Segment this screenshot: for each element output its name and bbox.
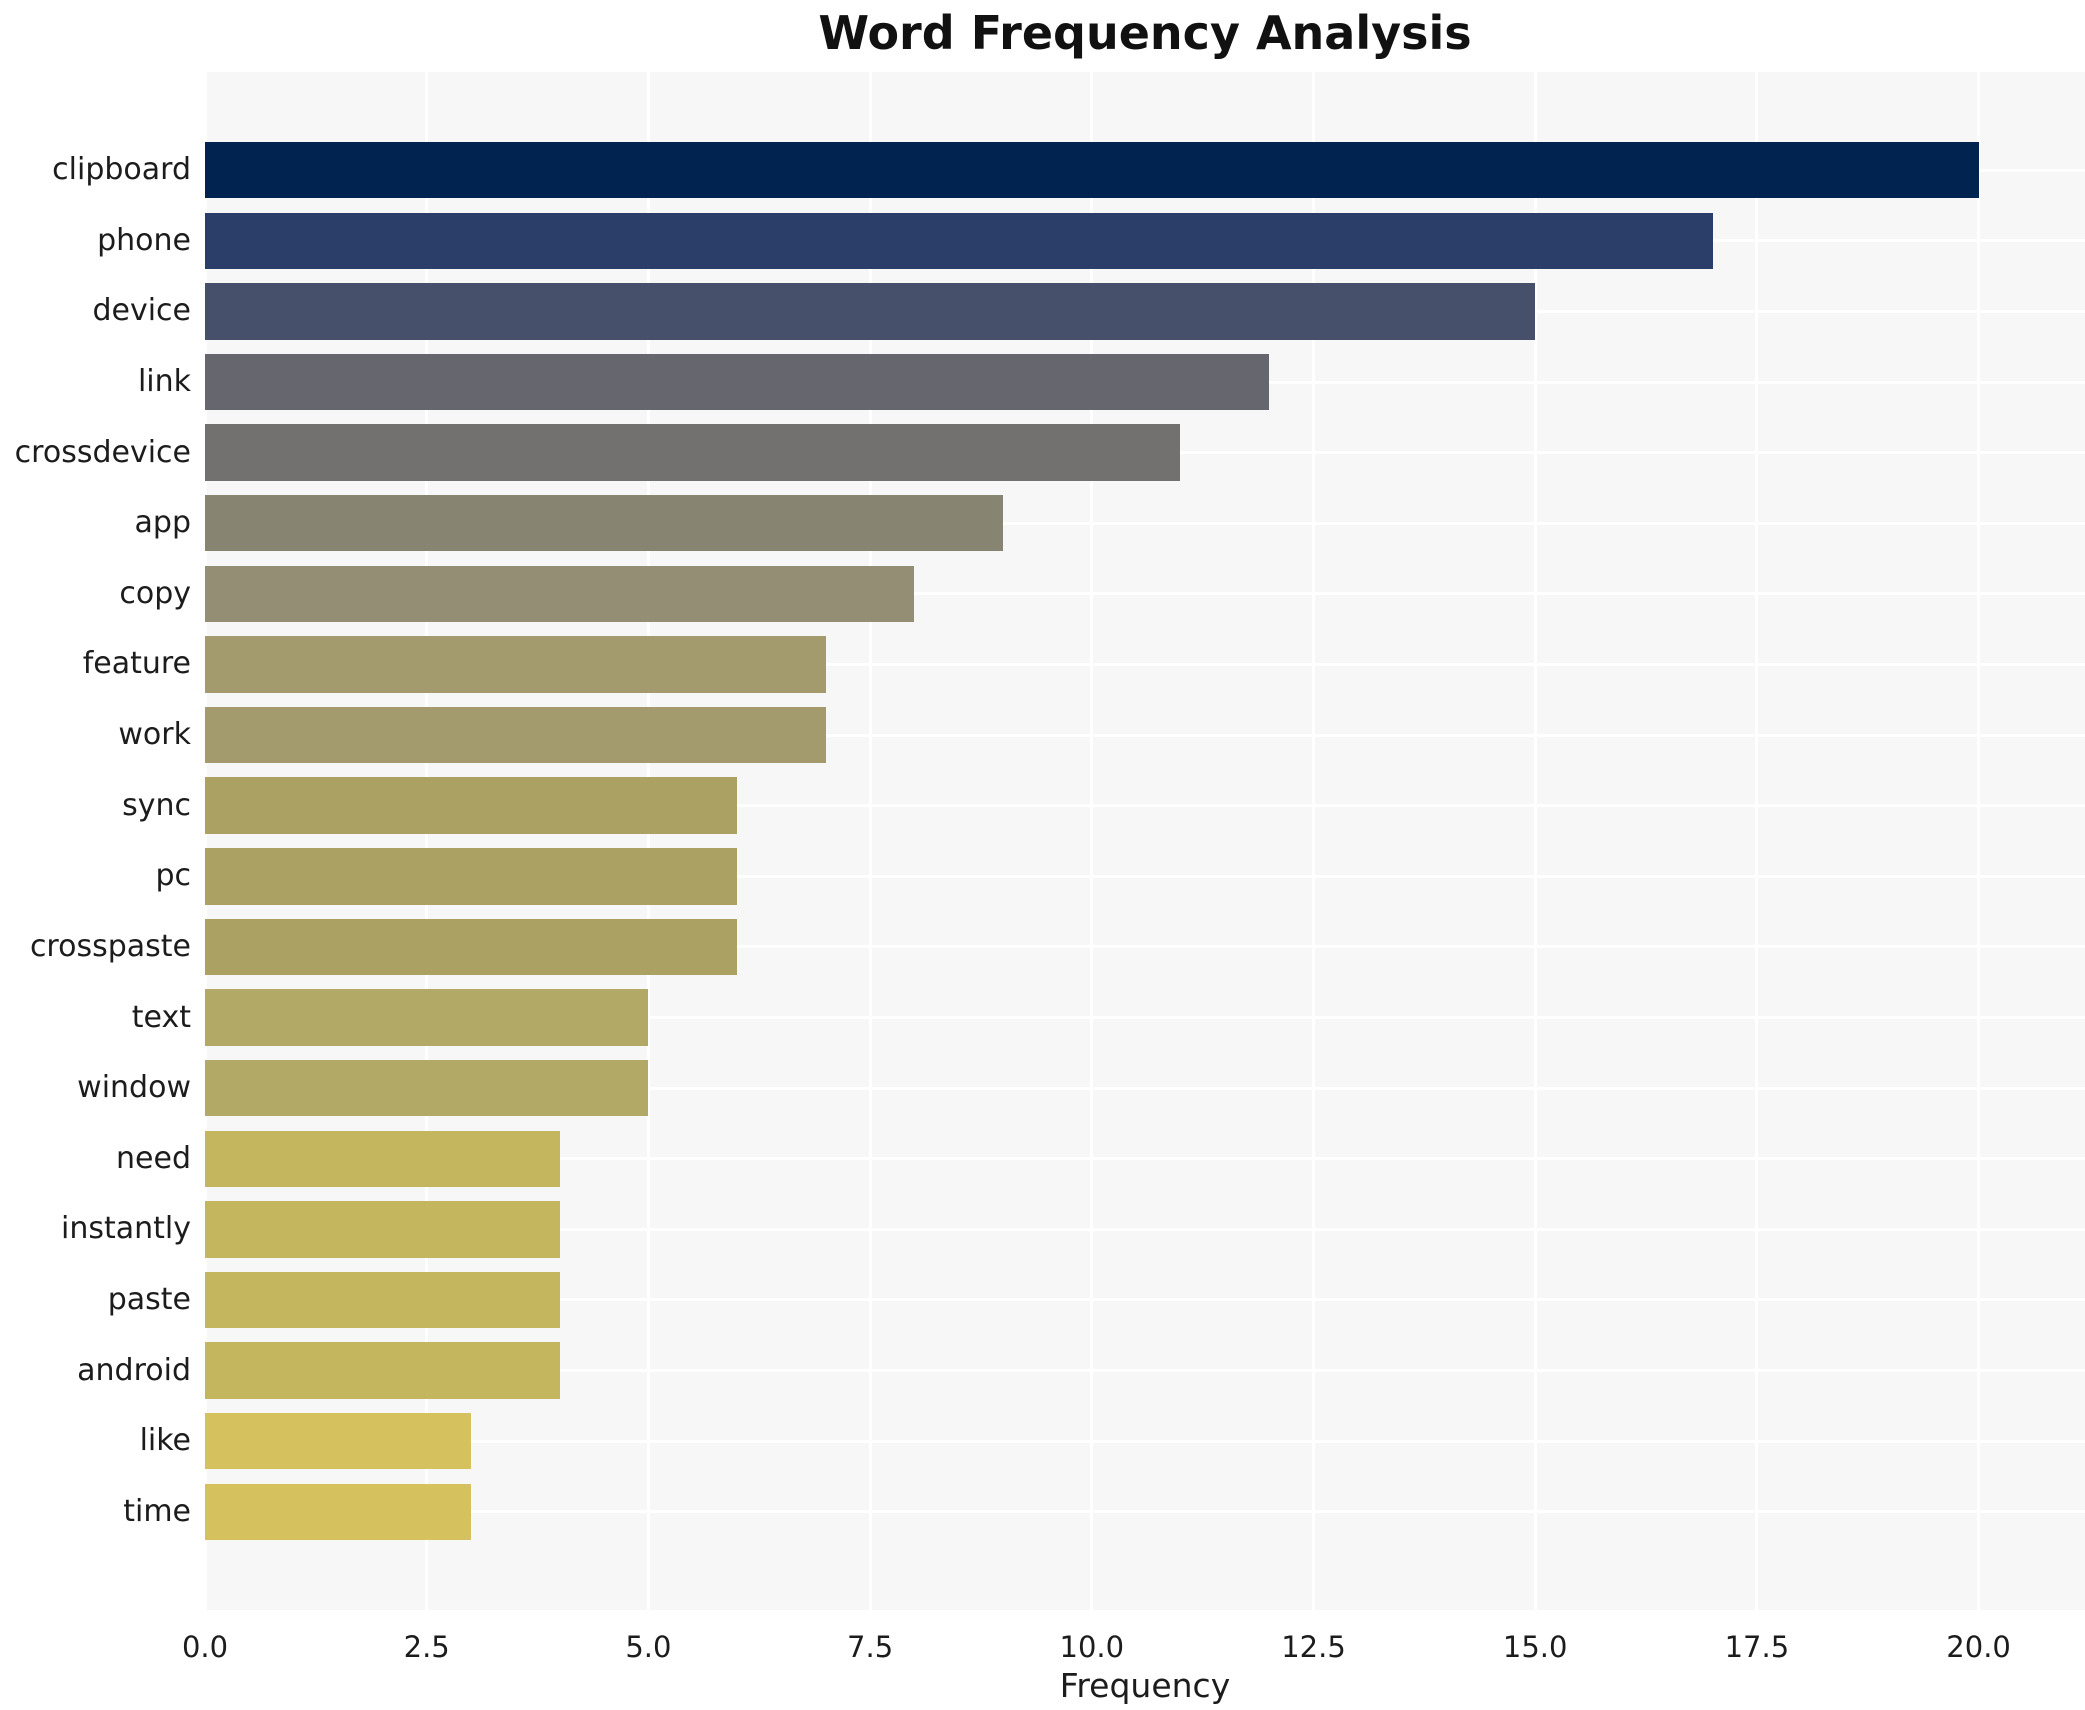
ytick-label-android: android — [77, 1352, 191, 1388]
xtick-label-0.0: 0.0 — [181, 1630, 229, 1664]
bar-phone — [205, 212, 1713, 269]
y-gridline — [205, 945, 2085, 949]
bar-device — [205, 283, 1536, 340]
xtick-label-5.0: 5.0 — [625, 1630, 672, 1664]
x-gridline — [1311, 72, 1315, 1610]
y-gridline — [205, 521, 2085, 525]
x-gridline — [646, 72, 650, 1610]
xtick-label-17.5: 17.5 — [1724, 1630, 1790, 1664]
bar-clipboard — [205, 141, 1979, 199]
xtick-label-20.0: 20.0 — [1946, 1630, 2011, 1664]
ytick-label-time: time — [123, 1493, 191, 1529]
bar-crossdevice — [205, 424, 1181, 481]
y-gridline — [205, 1298, 2085, 1302]
x-gridline — [1090, 72, 1094, 1610]
x-gridline — [1533, 72, 1537, 1610]
bar-sync — [205, 777, 738, 834]
ytick-label-sync: sync — [122, 787, 191, 823]
bar-text — [205, 989, 649, 1046]
x-gridline — [868, 72, 872, 1610]
x-gridline — [1755, 72, 1759, 1610]
xtick-label-12.5: 12.5 — [1281, 1630, 1346, 1664]
ytick-label-copy: copy — [119, 575, 191, 611]
x-gridline — [425, 72, 429, 1610]
bar-work — [205, 706, 826, 764]
ytick-label-work: work — [118, 717, 191, 753]
y-gridline — [205, 874, 2085, 878]
y-gridline — [205, 662, 2085, 666]
y-gridline — [205, 1157, 2085, 1161]
y-gridline — [205, 1016, 2085, 1020]
y-gridline — [205, 1510, 2085, 1514]
ytick-label-window: window — [77, 1070, 191, 1106]
ytick-label-instantly: instantly — [61, 1211, 191, 1247]
plot-area — [203, 72, 2085, 1610]
ytick-label-paste: paste — [107, 1281, 191, 1317]
bar-copy — [205, 565, 915, 623]
x-axis-title: Frequency — [1059, 1666, 1231, 1705]
ytick-label-phone: phone — [97, 222, 191, 258]
bar-feature — [205, 636, 826, 693]
y-gridline — [205, 1439, 2085, 1443]
ytick-label-app: app — [134, 505, 191, 541]
ytick-label-pc: pc — [155, 858, 191, 894]
bar-need — [205, 1130, 560, 1187]
y-gridline — [205, 804, 2085, 808]
y-gridline — [205, 1086, 2085, 1090]
xtick-label-10.0: 10.0 — [1059, 1630, 1125, 1664]
bar-instantly — [205, 1201, 560, 1258]
ytick-label-crossdevice: crossdevice — [14, 434, 191, 470]
bar-crosspaste — [205, 918, 738, 976]
bar-app — [205, 494, 1004, 552]
xtick-label-7.5: 7.5 — [847, 1630, 894, 1664]
xtick-label-2.5: 2.5 — [403, 1630, 450, 1664]
x-gridline — [203, 72, 207, 1610]
ytick-label-device: device — [92, 293, 191, 329]
x-gridline — [1977, 72, 1981, 1610]
bar-paste — [205, 1271, 560, 1329]
bar-android — [205, 1342, 560, 1399]
ytick-label-crosspaste: crosspaste — [29, 928, 191, 964]
ytick-label-link: link — [137, 364, 191, 399]
ytick-label-text: text — [131, 999, 191, 1035]
xtick-label-15.0: 15.0 — [1502, 1630, 1568, 1664]
bar-time — [205, 1483, 472, 1541]
ytick-label-like: like — [139, 1423, 191, 1459]
bar-link — [205, 353, 1270, 411]
ytick-label-feature: feature — [82, 646, 191, 682]
chart-title: Word Frequency Analysis — [818, 6, 1472, 60]
y-gridline — [205, 592, 2085, 596]
bar-like — [205, 1412, 472, 1470]
bar-window — [205, 1059, 649, 1117]
y-gridline — [205, 1227, 2085, 1231]
ytick-label-clipboard: clipboard — [52, 152, 191, 188]
ytick-label-need: need — [116, 1140, 191, 1176]
y-gridline — [205, 1369, 2085, 1373]
y-gridline — [205, 733, 2085, 737]
bar-pc — [205, 848, 738, 905]
